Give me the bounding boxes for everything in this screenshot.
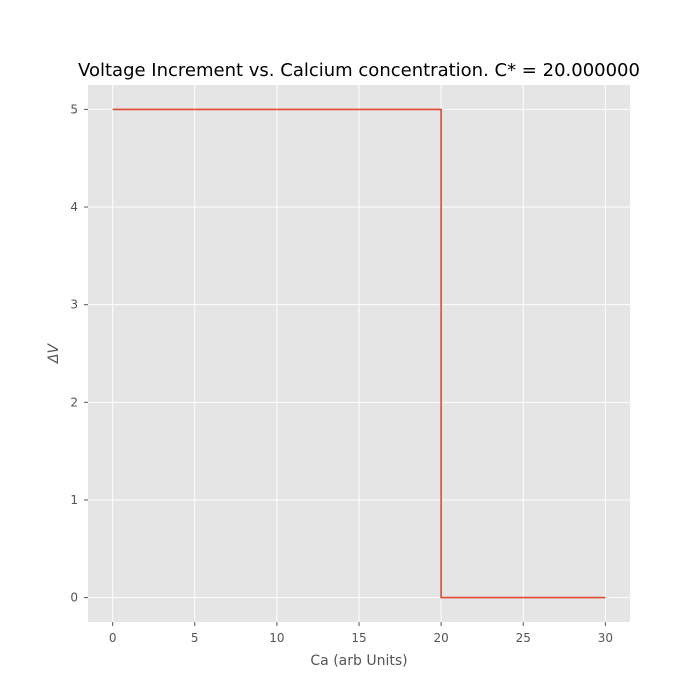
y-tick-label: 3	[70, 298, 78, 312]
x-tick-label: 10	[269, 631, 284, 645]
x-tick-labels: 0 5 10 15 20 25 30	[109, 631, 613, 645]
y-tick-label: 5	[70, 102, 78, 116]
y-tick-label: 2	[70, 395, 78, 409]
x-tick-label: 20	[433, 631, 448, 645]
tick-marks	[84, 108, 606, 626]
x-tick-label: 5	[191, 631, 199, 645]
chart-title: Voltage Increment vs. Calcium concentrat…	[78, 60, 640, 81]
x-tick-label: 0	[109, 631, 117, 645]
x-tick-label: 25	[516, 631, 531, 645]
y-tick-labels: 0 1 2 3 4 5	[70, 102, 78, 604]
x-axis-label: Ca (arb Units)	[310, 653, 407, 669]
x-tick-label: 30	[598, 631, 613, 645]
y-axis-label: ΔV	[46, 343, 62, 365]
y-tick-label: 1	[70, 493, 78, 507]
grid-lines	[88, 85, 630, 622]
series-line	[112, 108, 606, 599]
series-layer	[112, 108, 606, 599]
x-tick-label: 15	[351, 631, 366, 645]
y-tick-label: 0	[70, 591, 78, 605]
y-tick-label: 4	[70, 200, 78, 214]
